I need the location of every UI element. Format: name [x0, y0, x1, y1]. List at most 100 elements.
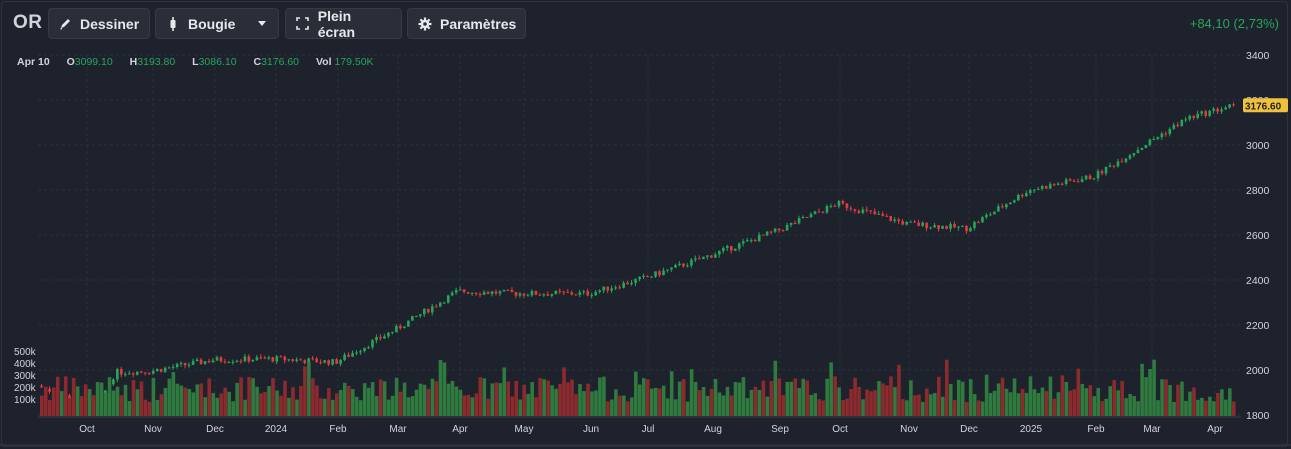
- candle[interactable]: [626, 282, 629, 285]
- candle[interactable]: [379, 336, 382, 339]
- candle[interactable]: [171, 367, 175, 369]
- candle[interactable]: [295, 359, 299, 361]
- candle[interactable]: [853, 209, 857, 211]
- candle[interactable]: [865, 209, 869, 211]
- candle[interactable]: [139, 371, 143, 373]
- candle[interactable]: [407, 320, 410, 327]
- candle[interactable]: [769, 231, 773, 233]
- candle[interactable]: [1025, 193, 1028, 197]
- candle[interactable]: [933, 225, 936, 228]
- candle[interactable]: [430, 306, 434, 313]
- candle[interactable]: [522, 293, 526, 296]
- candle[interactable]: [259, 357, 263, 359]
- candle[interactable]: [482, 292, 486, 295]
- candle[interactable]: [773, 228, 777, 232]
- candle[interactable]: [427, 308, 430, 313]
- candle[interactable]: [446, 295, 450, 303]
- candle[interactable]: [801, 216, 805, 219]
- candle[interactable]: [582, 291, 586, 293]
- candle[interactable]: [1140, 147, 1144, 150]
- candle[interactable]: [566, 292, 570, 294]
- candle[interactable]: [1100, 171, 1104, 174]
- candle[interactable]: [726, 245, 729, 248]
- candle[interactable]: [187, 364, 191, 366]
- candle[interactable]: [622, 282, 625, 288]
- candle[interactable]: [706, 255, 709, 257]
- candle[interactable]: [251, 360, 255, 362]
- candle[interactable]: [745, 240, 749, 242]
- candle[interactable]: [1188, 115, 1192, 120]
- candle[interactable]: [937, 225, 940, 229]
- candle[interactable]: [211, 360, 215, 363]
- candle[interactable]: [291, 359, 295, 361]
- settings-button[interactable]: Paramètres: [407, 8, 526, 39]
- candle[interactable]: [48, 388, 51, 392]
- candle[interactable]: [925, 222, 928, 229]
- candle[interactable]: [638, 276, 641, 280]
- candle[interactable]: [602, 286, 606, 291]
- candle[interactable]: [630, 283, 633, 285]
- candle[interactable]: [438, 302, 442, 307]
- candle[interactable]: [765, 231, 769, 236]
- candle[interactable]: [817, 211, 821, 213]
- candle[interactable]: [112, 379, 115, 385]
- candle[interactable]: [219, 357, 223, 362]
- candle[interactable]: [797, 218, 801, 224]
- draw-button[interactable]: Dessiner: [48, 8, 150, 39]
- candle[interactable]: [395, 325, 398, 332]
- candle[interactable]: [147, 373, 151, 375]
- candle[interactable]: [1060, 183, 1064, 185]
- candle[interactable]: [502, 289, 506, 292]
- candle[interactable]: [1124, 158, 1128, 162]
- candle[interactable]: [267, 357, 271, 359]
- candle[interactable]: [423, 308, 426, 315]
- candle[interactable]: [442, 302, 446, 304]
- candle[interactable]: [1200, 111, 1204, 114]
- candle[interactable]: [594, 292, 598, 296]
- candle[interactable]: [494, 291, 498, 294]
- candle[interactable]: [375, 336, 378, 341]
- candle[interactable]: [586, 291, 590, 296]
- candle[interactable]: [351, 353, 354, 357]
- candle[interactable]: [1048, 184, 1052, 189]
- candle[interactable]: [490, 291, 494, 294]
- candle[interactable]: [311, 358, 314, 360]
- candle[interactable]: [917, 222, 920, 226]
- candle[interactable]: [1056, 183, 1060, 185]
- candle[interactable]: [1192, 115, 1196, 118]
- candle[interactable]: [419, 314, 422, 317]
- candle[interactable]: [654, 271, 657, 277]
- candle[interactable]: [1005, 204, 1008, 208]
- candle[interactable]: [777, 228, 781, 231]
- candle[interactable]: [223, 361, 227, 363]
- candle[interactable]: [753, 240, 757, 242]
- candle[interactable]: [128, 373, 131, 375]
- candle[interactable]: [1120, 161, 1124, 163]
- candle[interactable]: [901, 221, 905, 225]
- candle[interactable]: [279, 356, 283, 358]
- candle[interactable]: [861, 209, 865, 213]
- candle[interactable]: [562, 291, 566, 293]
- candle[interactable]: [538, 294, 542, 296]
- candle[interactable]: [1052, 184, 1056, 186]
- candle[interactable]: [737, 243, 741, 249]
- candle[interactable]: [283, 356, 287, 361]
- candle[interactable]: [642, 275, 645, 277]
- candle[interactable]: [514, 292, 518, 296]
- candle[interactable]: [1092, 178, 1096, 180]
- candle[interactable]: [761, 234, 765, 236]
- candle[interactable]: [1212, 108, 1215, 111]
- candle[interactable]: [646, 275, 649, 277]
- candle[interactable]: [307, 358, 311, 364]
- candle[interactable]: [805, 216, 809, 218]
- candle[interactable]: [1044, 186, 1048, 189]
- candle[interactable]: [953, 223, 956, 228]
- candle[interactable]: [434, 306, 438, 308]
- candle[interactable]: [1136, 149, 1140, 154]
- candle[interactable]: [714, 254, 717, 258]
- candle[interactable]: [869, 210, 873, 212]
- candle[interactable]: [518, 293, 522, 296]
- candle[interactable]: [387, 332, 390, 337]
- candle[interactable]: [231, 361, 235, 363]
- candle[interactable]: [163, 367, 167, 372]
